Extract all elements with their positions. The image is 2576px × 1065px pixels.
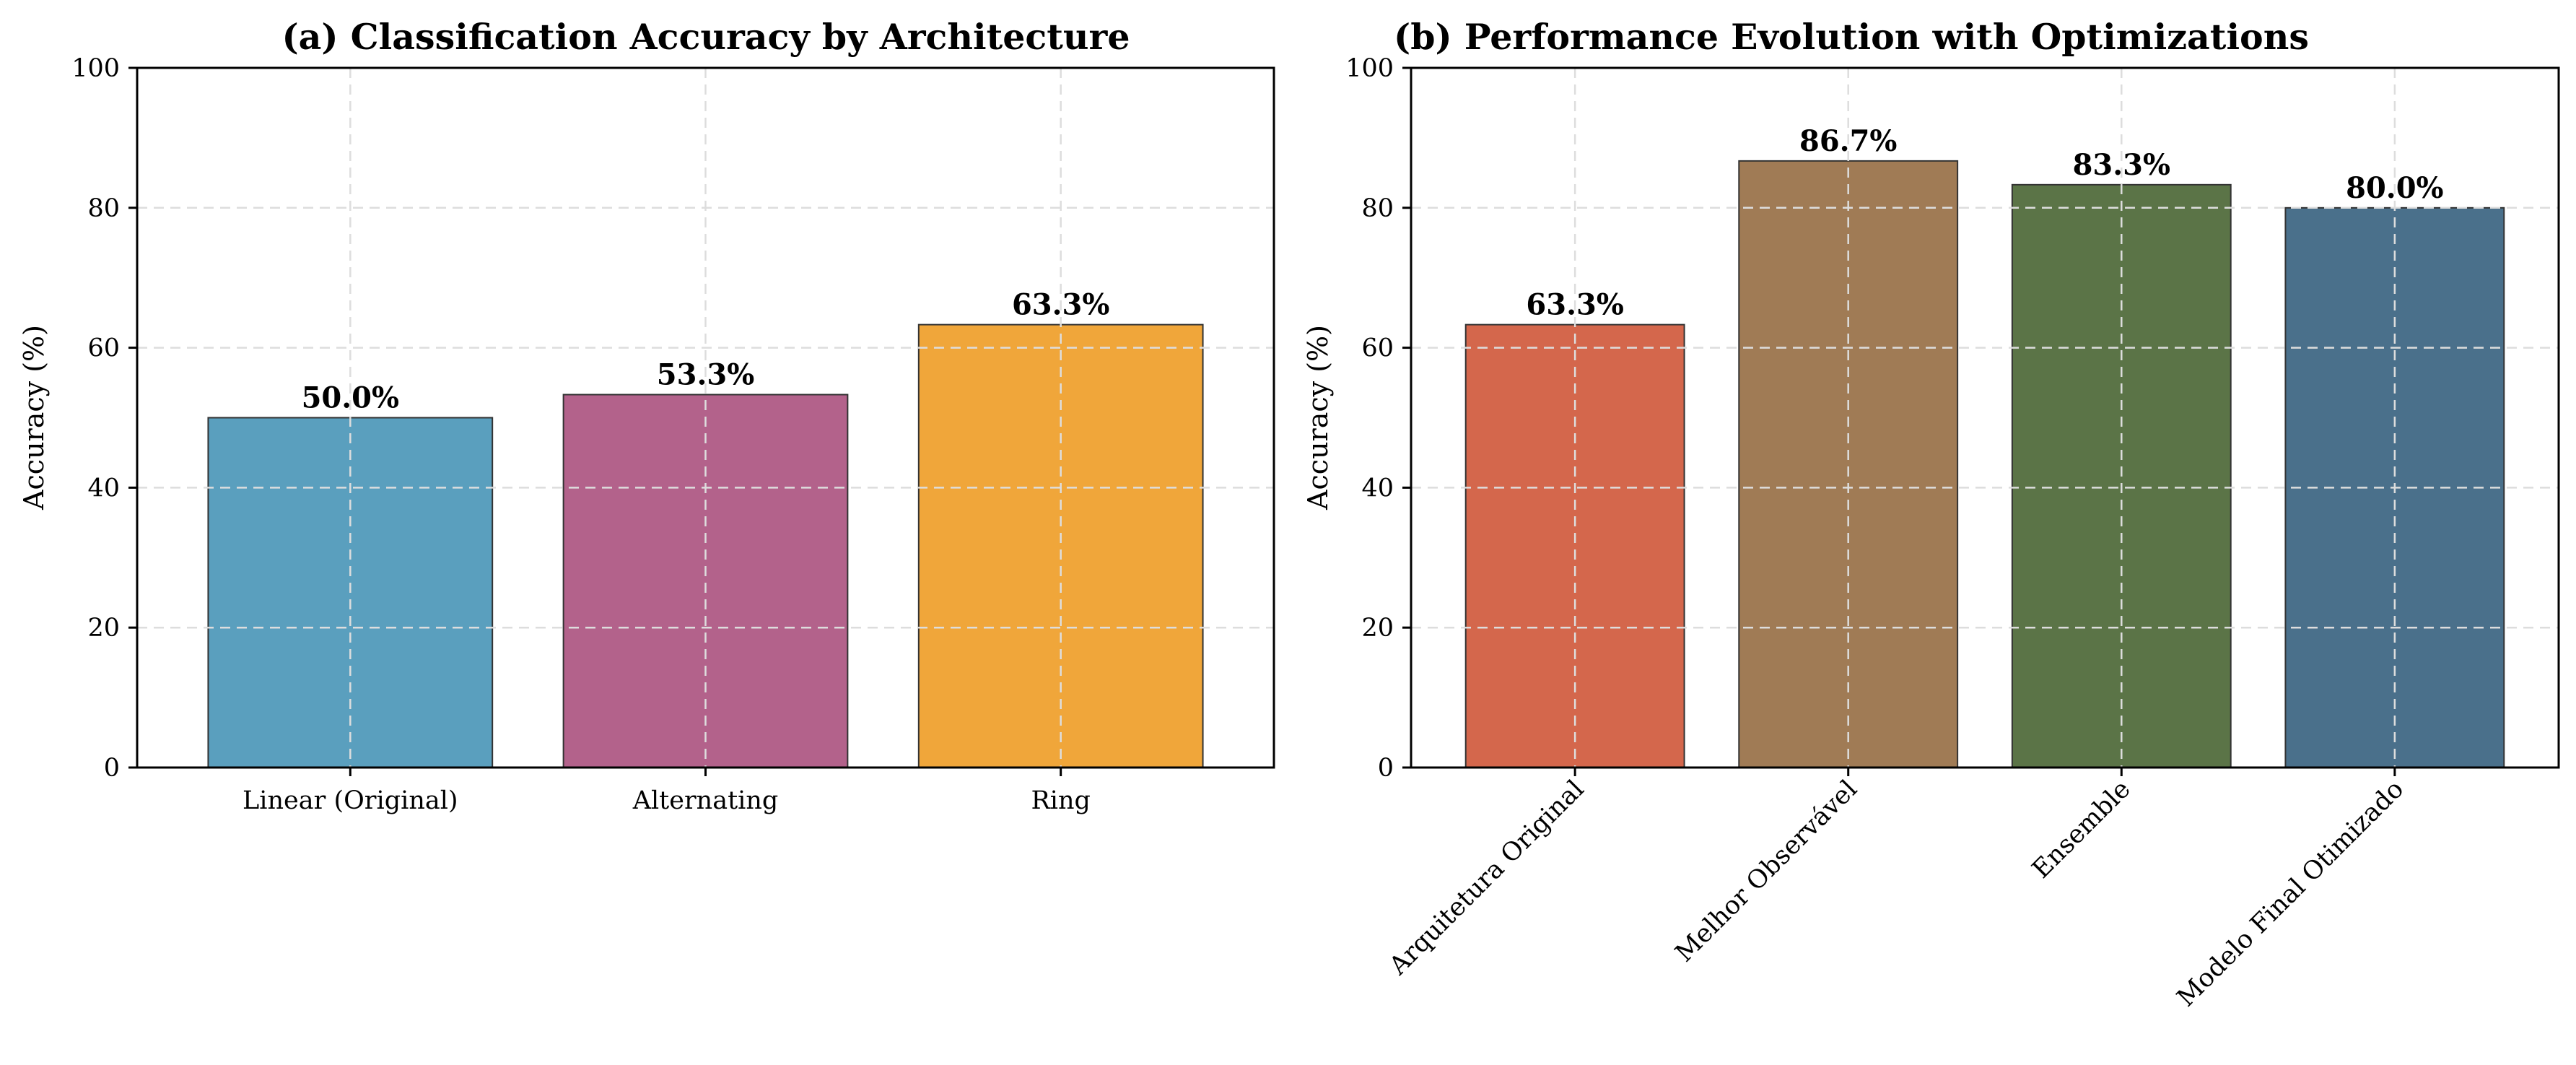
x-tick-label-b-3: Modelo Final Otimizado: [2172, 775, 2409, 1012]
y-tick-label-a-2: 40: [87, 474, 120, 503]
y-tick-label-a-0: 0: [104, 754, 120, 783]
data-label-a-0: 50.0%: [302, 381, 399, 415]
x-tick-label-a-0: Linear (Original): [243, 786, 458, 815]
data-label-a-1: 53.3%: [657, 358, 754, 392]
y-tick-label-b-5: 100: [1345, 54, 1394, 83]
x-tick-label-a-2: Ring: [1031, 786, 1091, 815]
data-label-b-1: 86.7%: [1799, 124, 1897, 158]
data-label-b-2: 83.3%: [2073, 148, 2170, 182]
bar-a-2: [917, 323, 1204, 768]
y-tick-label-a-3: 60: [87, 334, 120, 363]
x-tick-label-b-2: Ensemble: [2027, 775, 2136, 884]
plot-frame-b: [1410, 66, 2560, 769]
y-tick-label-b-3: 60: [1361, 334, 1394, 363]
chart-title-b: (b) Performance Evolution with Optimizat…: [1394, 16, 2309, 58]
y-tick-label-b-1: 20: [1361, 614, 1394, 643]
x-tick-label-b-1: Melhor Observável: [1670, 775, 1863, 968]
chart-panel-b: (b) Performance Evolution with Optimizat…: [1302, 16, 2560, 1012]
bar-b-0: [1464, 323, 1685, 768]
data-label-b-3: 80.0%: [2346, 171, 2443, 205]
y-tick-label-b-2: 40: [1361, 474, 1394, 503]
y-tick-label-a-5: 100: [71, 54, 120, 83]
data-label-b-0: 63.3%: [1526, 288, 1623, 322]
x-tick-label-b-0: Arquitetura Original: [1384, 775, 1590, 981]
data-label-a-2: 63.3%: [1012, 288, 1109, 322]
y-axis-label-a: Accuracy (%): [18, 325, 50, 510]
y-tick-label-b-4: 80: [1361, 194, 1394, 223]
y-axis-label-b: Accuracy (%): [1302, 325, 1334, 510]
chart-title-a: (a) Classification Accuracy by Architect…: [282, 16, 1130, 58]
x-tick-label-a-1: Alternating: [632, 786, 779, 815]
y-tick-label-b-0: 0: [1378, 754, 1394, 783]
y-tick-label-a-4: 80: [87, 194, 120, 223]
y-tick-label-a-1: 20: [87, 614, 120, 643]
chart-panel-a: (a) Classification Accuracy by Architect…: [18, 16, 1275, 815]
